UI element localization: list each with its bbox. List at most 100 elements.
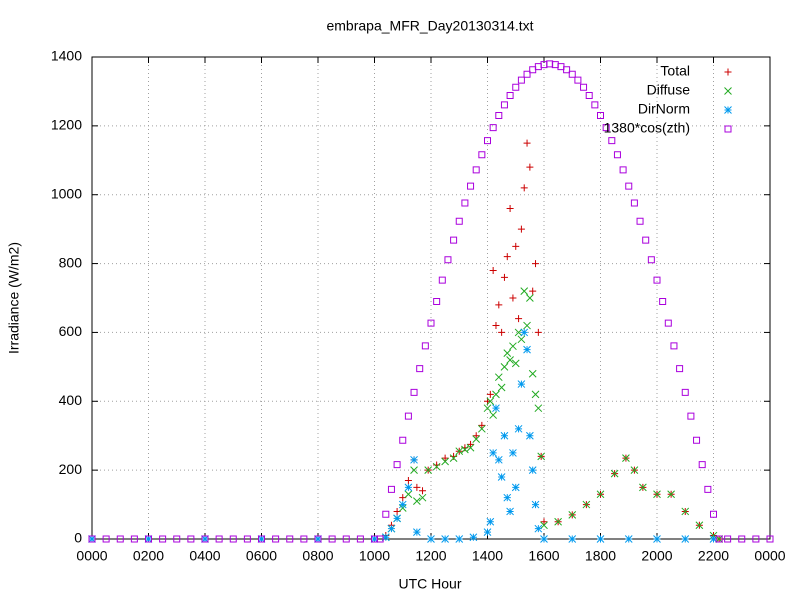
point	[528, 369, 537, 378]
point	[624, 535, 633, 543]
point	[342, 535, 350, 543]
point	[681, 507, 690, 516]
point	[580, 83, 588, 91]
point	[653, 535, 661, 543]
point	[413, 528, 421, 536]
point	[596, 490, 605, 499]
point	[494, 455, 503, 464]
point	[410, 466, 418, 474]
point	[486, 390, 494, 398]
point	[511, 359, 520, 368]
point	[636, 217, 644, 225]
y-tick-label: 1400	[51, 48, 82, 64]
point	[486, 397, 495, 406]
point	[608, 137, 616, 145]
point	[523, 139, 531, 147]
point	[503, 349, 512, 357]
legend-marker	[724, 125, 732, 133]
point	[704, 485, 712, 493]
point	[540, 61, 548, 69]
point	[497, 473, 506, 481]
point	[495, 112, 503, 120]
point	[432, 462, 441, 471]
point	[534, 63, 542, 71]
point	[531, 390, 540, 399]
point	[441, 535, 449, 543]
point	[610, 469, 619, 478]
x-tick-label: 1000	[359, 548, 390, 564]
point	[404, 476, 412, 484]
point	[441, 454, 449, 462]
point	[478, 151, 486, 159]
point	[427, 535, 435, 543]
point	[540, 518, 548, 526]
point	[724, 535, 732, 543]
legend-marker	[724, 68, 732, 76]
point	[709, 535, 718, 543]
point	[356, 535, 364, 543]
point	[500, 273, 508, 281]
point	[693, 436, 701, 444]
point	[523, 70, 531, 78]
point	[568, 535, 577, 543]
point	[444, 256, 452, 264]
point	[517, 380, 526, 388]
point	[509, 294, 517, 302]
point	[534, 524, 543, 533]
point	[410, 455, 418, 464]
legend-marker	[724, 106, 732, 114]
point	[424, 466, 433, 474]
point	[387, 524, 396, 533]
point	[698, 461, 706, 469]
x-tick-label: 0400	[189, 548, 220, 564]
point	[469, 533, 478, 542]
point	[639, 483, 647, 492]
point	[484, 137, 491, 145]
point	[450, 236, 458, 244]
point	[286, 535, 294, 543]
point	[229, 535, 237, 543]
x-tick-label: 1200	[415, 548, 446, 564]
point	[503, 493, 512, 502]
point	[455, 535, 464, 543]
point	[540, 521, 548, 530]
x-tick-label: 2000	[641, 548, 672, 564]
point	[500, 363, 509, 371]
x-tick-label: 1800	[585, 548, 616, 564]
point	[387, 485, 395, 493]
point	[509, 342, 517, 351]
point	[478, 421, 486, 429]
point	[399, 436, 407, 444]
point	[529, 66, 537, 74]
point	[492, 390, 500, 399]
point	[506, 92, 514, 100]
y-tick-label: 800	[59, 254, 83, 270]
x-axis-label: UTC Hour	[398, 576, 461, 592]
point	[173, 535, 181, 543]
point	[88, 535, 96, 543]
point	[568, 511, 577, 519]
point	[449, 454, 458, 462]
point	[215, 535, 223, 543]
point	[596, 535, 605, 543]
point	[472, 166, 480, 174]
point	[526, 163, 534, 171]
legend-label: DirNorm	[638, 101, 690, 117]
point	[467, 440, 475, 448]
point	[416, 365, 424, 373]
point	[272, 535, 280, 543]
point	[433, 297, 441, 305]
legend-label: Diffuse	[647, 82, 691, 98]
point	[489, 124, 497, 132]
point	[145, 535, 152, 543]
point	[529, 287, 537, 295]
point	[102, 535, 110, 543]
point	[381, 533, 390, 542]
point	[517, 335, 526, 344]
y-tick-label: 200	[59, 461, 83, 477]
chart-title: embrapa_MFR_Day20130314.txt	[326, 18, 533, 34]
point	[503, 253, 511, 261]
point	[670, 342, 678, 350]
point	[314, 535, 322, 543]
